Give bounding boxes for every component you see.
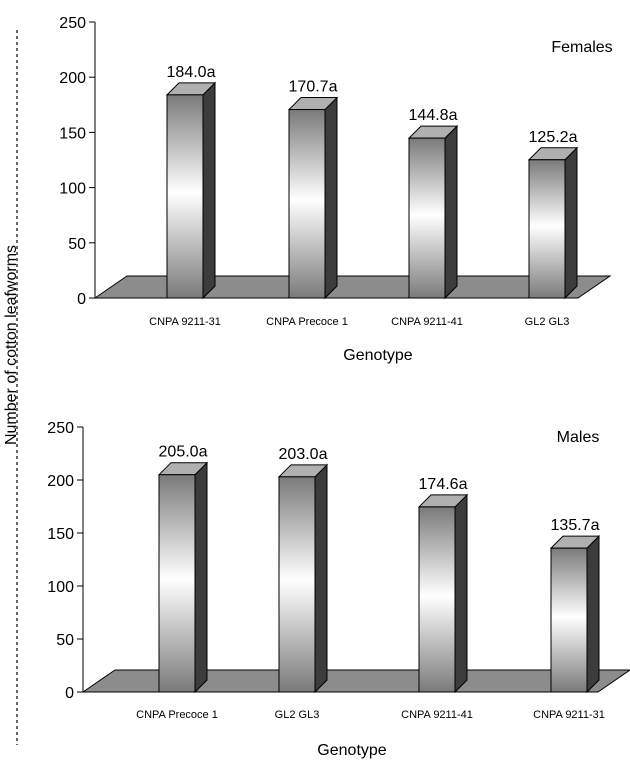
y-tick-label: 250 xyxy=(47,420,74,437)
chart-panel-females: 0 50 100 150 200 250 184.0a CNPA 9211-31 170.7a C… xyxy=(59,15,612,364)
bar-value-label: 170.7a xyxy=(289,79,338,96)
x-tick-label: GL2 GL3 xyxy=(275,709,320,721)
bar-1: 205.0a CNPA Precoce 1 xyxy=(136,444,218,721)
bar-front xyxy=(418,506,456,693)
bar-value-label: 205.0a xyxy=(159,444,208,461)
chart-panels: 0 50 100 150 200 250 184.0a CNPA 9211-31 170.7a C… xyxy=(47,15,630,759)
x-tick-label: CNPA Precoce 1 xyxy=(266,316,348,328)
bar-side xyxy=(194,461,208,694)
bar-side xyxy=(202,81,216,300)
bar-3: 144.8a CNPA 9211-41 xyxy=(391,107,463,328)
bar-side xyxy=(314,463,328,694)
chart-panel-males: 0 50 100 150 200 250 205.0a CNPA Precoce 1 203.0… xyxy=(47,420,630,759)
x-tick-label: CNPA 9211-31 xyxy=(149,316,221,328)
y-tick-label: 150 xyxy=(59,125,86,142)
bar-front xyxy=(408,137,446,299)
bar-side xyxy=(324,96,338,300)
y-tick-label: 50 xyxy=(68,236,86,253)
panel-label: Females xyxy=(551,39,612,56)
y-tick-label: 50 xyxy=(56,632,74,649)
bar-value-label: 125.2a xyxy=(529,129,578,146)
x-axis-title: Genotype xyxy=(317,742,386,759)
x-axis-title: Genotype xyxy=(343,347,412,364)
bar-side xyxy=(454,493,468,694)
bar-front xyxy=(528,159,566,299)
bar-side xyxy=(586,534,600,694)
y-tick-label: 250 xyxy=(59,15,86,32)
shared-y-axis-label: Number of cotton leafworms xyxy=(3,245,20,445)
x-tick-label: CNPA 9211-41 xyxy=(391,316,463,328)
bar-side xyxy=(564,146,578,300)
bar-1: 184.0a CNPA 9211-31 xyxy=(149,64,221,328)
bar-front xyxy=(278,476,316,693)
bar-value-label: 135.7a xyxy=(551,517,600,534)
y-tick-label: 100 xyxy=(47,579,74,596)
bar-front xyxy=(288,109,326,299)
y-tick-label: 200 xyxy=(59,70,86,87)
bar-2: 170.7a CNPA Precoce 1 xyxy=(266,79,348,328)
bar-value-label: 144.8a xyxy=(409,107,458,124)
bar-2: 203.0a GL2 GL3 xyxy=(275,446,329,721)
bar-3: 174.6a CNPA 9211-41 xyxy=(401,476,473,721)
bar-front xyxy=(550,547,588,693)
bar-front xyxy=(166,94,204,299)
y-tick-label: 200 xyxy=(47,473,74,490)
bar-4: 135.7a CNPA 9211-31 xyxy=(533,517,605,721)
bar-value-label: 174.6a xyxy=(419,476,468,493)
x-tick-label: GL2 GL3 xyxy=(525,316,570,328)
bar-value-label: 184.0a xyxy=(167,64,216,81)
y-tick-label: 0 xyxy=(77,291,86,308)
y-tick-label: 0 xyxy=(65,685,74,702)
bar-side xyxy=(444,124,458,300)
bar-4: 125.2a GL2 GL3 xyxy=(525,129,579,328)
y-tick-label: 150 xyxy=(47,526,74,543)
bar-value-label: 203.0a xyxy=(279,446,328,463)
x-tick-label: CNPA 9211-31 xyxy=(533,709,605,721)
x-tick-label: CNPA Precoce 1 xyxy=(136,709,218,721)
y-tick-label: 100 xyxy=(59,181,86,198)
panel-label: Males xyxy=(557,429,600,446)
bar-front xyxy=(158,474,196,693)
x-tick-label: CNPA 9211-41 xyxy=(401,709,473,721)
